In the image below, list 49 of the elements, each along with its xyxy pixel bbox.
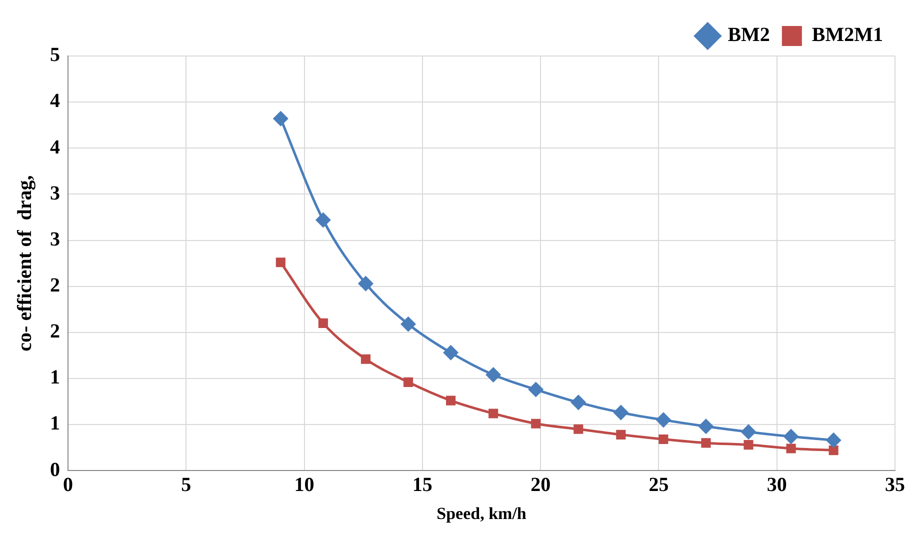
point — [273, 111, 288, 126]
point — [403, 377, 414, 387]
point — [786, 444, 796, 454]
point — [446, 396, 456, 406]
y-tick-label: 3 — [50, 182, 60, 204]
legend-label: BM2 — [728, 24, 770, 46]
point — [614, 405, 628, 420]
point — [828, 446, 838, 456]
point — [401, 316, 416, 332]
x-tick-label: 25 — [648, 474, 669, 496]
point — [744, 440, 754, 450]
point — [656, 412, 671, 428]
point — [784, 429, 798, 444]
y-tick-label: 0 — [50, 458, 60, 481]
point — [318, 318, 328, 328]
y-tick-label: 1 — [50, 412, 60, 435]
point — [571, 395, 586, 410]
point — [741, 424, 756, 440]
y-tick-label: 3 — [50, 228, 60, 250]
point — [658, 434, 668, 444]
x-tick-label: 20 — [530, 474, 551, 496]
point — [531, 418, 541, 428]
point — [488, 408, 498, 418]
y-tick-label: 5 — [50, 44, 60, 66]
y-tick-label: 2 — [50, 320, 60, 343]
y-tick-label: 4 — [50, 136, 60, 158]
y-tick-label: 1 — [50, 366, 60, 389]
x-tick-label: 15 — [412, 474, 432, 496]
x-axis-title: Speed, km/h — [436, 504, 527, 524]
y-axis-title: co- efficient of drag, — [14, 175, 36, 352]
point — [616, 430, 626, 440]
point — [698, 419, 714, 434]
point — [574, 424, 584, 434]
x-tick-label: 35 — [885, 474, 905, 496]
point — [486, 368, 501, 382]
y-tick-label: 2 — [50, 274, 60, 297]
x-tick-label: 5 — [181, 474, 192, 496]
point — [276, 258, 286, 268]
legend-label: BM2M1 — [812, 24, 883, 46]
point — [358, 276, 373, 291]
point — [701, 438, 711, 448]
point — [444, 345, 458, 360]
point — [528, 382, 544, 397]
point — [826, 432, 841, 448]
point — [316, 212, 330, 228]
point — [360, 354, 371, 364]
y-tick-label: 4 — [50, 90, 60, 112]
x-tick-label: 10 — [294, 474, 314, 496]
x-tick-label: 30 — [766, 474, 787, 496]
